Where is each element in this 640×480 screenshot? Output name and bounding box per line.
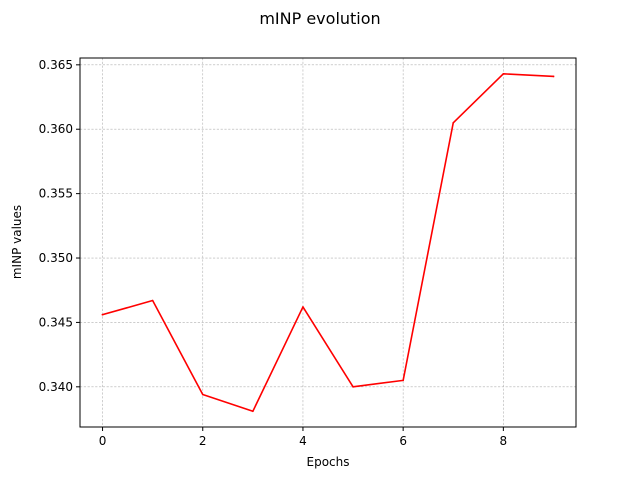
x-tick-label: 0 [99, 434, 107, 448]
data-point [402, 379, 404, 382]
y-axis-ticks: 0.340 0.345 0.350 0.355 0.360 0.365 [39, 58, 80, 394]
series-line [101, 73, 555, 413]
data-point [352, 386, 354, 388]
x-tick-label: 2 [199, 434, 207, 448]
x-axis-label: Epochs [307, 455, 350, 469]
data-point [502, 73, 505, 75]
grid-lines [80, 58, 576, 427]
data-point [151, 299, 154, 302]
x-tick-label: 6 [399, 434, 407, 448]
y-tick-label: 0.340 [39, 380, 73, 394]
x-tick-label: 4 [299, 434, 307, 448]
data-point [452, 121, 455, 124]
y-tick-label: 0.355 [39, 187, 73, 201]
y-tick-label: 0.345 [39, 315, 73, 329]
series-layer [101, 73, 555, 413]
y-tick-label: 0.360 [39, 122, 73, 136]
data-point [101, 313, 104, 316]
x-axis-ticks: 0 2 4 6 8 [99, 427, 507, 448]
data-point [201, 393, 204, 396]
x-tick-label: 8 [500, 434, 508, 448]
data-point [252, 410, 254, 413]
chart-title: mINP evolution [259, 9, 380, 28]
y-tick-label: 0.350 [39, 251, 73, 265]
data-point [552, 75, 555, 78]
plot-frame [79, 57, 577, 428]
data-point [302, 306, 304, 308]
y-tick-label: 0.365 [39, 58, 73, 72]
y-axis-label: mINP values [10, 205, 24, 279]
